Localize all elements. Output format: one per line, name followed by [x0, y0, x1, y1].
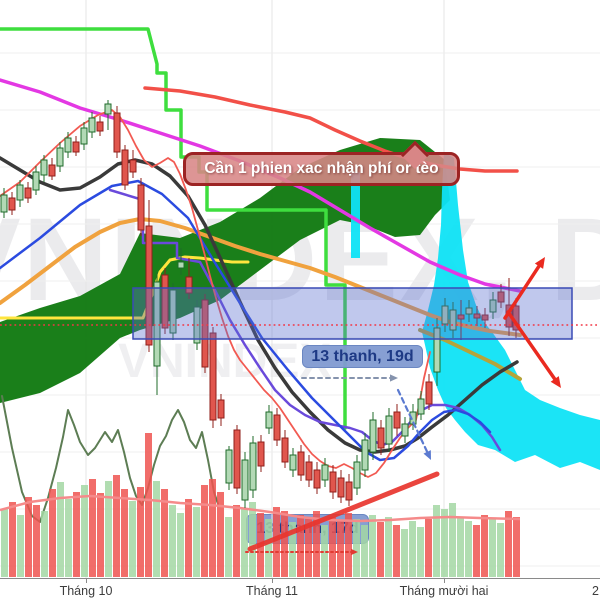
price-chart-canvas[interactable] [0, 0, 600, 578]
annotation-bars-19d[interactable]: 13 thanh, 19d [302, 345, 423, 368]
annotation-bars-19d-text: 13 thanh, 19d [311, 347, 414, 365]
annotation-callout[interactable]: Cần 1 phien xac nhận phí or tèo [183, 140, 460, 186]
axis-year-partial: 2 [592, 584, 599, 598]
axis-month-label: Tháng mười hai [399, 584, 489, 598]
time-axis[interactable]: Tháng 10 Tháng 11 Tháng mười hai 2 [0, 578, 600, 600]
annotation-callout-text: Cần 1 phien xac nhận phí or tèo [204, 160, 439, 177]
axis-month-label: Tháng 10 [59, 584, 113, 598]
axis-month-label: Tháng 11 [246, 584, 298, 598]
